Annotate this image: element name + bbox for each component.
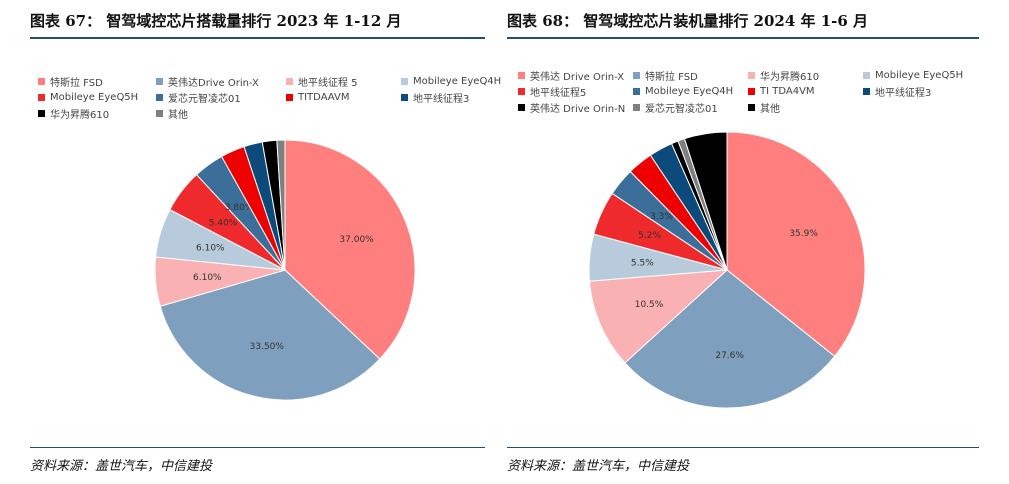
legend-item: 英伟达Drive Orin-X — [156, 74, 286, 89]
legend-label: Mobileye EyeQ5H — [50, 91, 139, 103]
legend-label: TI TDA4VM — [760, 85, 815, 97]
legend-item: 特斯拉 FSD — [38, 74, 156, 89]
legend-label: 英伟达 Drive Orin-X — [530, 71, 625, 83]
legend-label: 地平线征程3 — [413, 93, 470, 105]
figure-67-top-rule — [30, 37, 485, 39]
legend-item: 地平线征程5 — [518, 84, 633, 99]
legend-swatch — [38, 93, 45, 101]
legend-item: TITDAAVM — [286, 90, 401, 104]
legend-item: Mobileye EyeQ4H — [401, 74, 501, 88]
legend-swatch — [286, 93, 293, 101]
legend-swatch — [863, 71, 870, 79]
legend-swatch — [633, 87, 640, 95]
slice-data-label: 33.50% — [250, 342, 285, 352]
slice-data-label: 3.80% — [225, 203, 254, 213]
legend-item: Mobileye EyeQ5H — [38, 90, 156, 104]
legend-label: 英伟达 Drive Orin-N — [530, 103, 626, 115]
legend-label: Mobileye EyeQ4H — [413, 75, 502, 87]
pie-slice — [284, 139, 416, 360]
legend-item: 爱芯元智凌芯01 — [156, 90, 286, 105]
legend-label: 其他 — [168, 109, 188, 121]
legend-swatch — [518, 71, 525, 79]
legend-item: 英伟达 Drive Orin-N — [518, 100, 633, 115]
legend-item: 华为昇腾610 — [748, 68, 863, 83]
slice-data-label: 37.00% — [339, 235, 374, 245]
legend-label: Mobileye EyeQ4H — [645, 85, 734, 97]
legend-swatch — [156, 77, 163, 85]
legend-item: 爱芯元智凌芯01 — [633, 100, 748, 115]
legend-label: 特斯拉 FSD — [50, 77, 103, 89]
legend-label: 地平线征程5 — [530, 87, 587, 99]
legend-label: 爱芯元智凌芯01 — [168, 93, 241, 105]
legend-item: TI TDA4VM — [748, 84, 863, 98]
legend-label: 爱芯元智凌芯01 — [645, 103, 718, 115]
slice-data-label: 5.5% — [631, 258, 654, 268]
figure-67-legend: 特斯拉 FSD 英伟达Drive Orin-X 地平线征程 5 Mobileye Ey… — [38, 74, 501, 121]
slice-data-label: 6.10% — [196, 244, 225, 254]
legend-label: 华为昇腾610 — [760, 71, 820, 83]
legend-swatch — [863, 87, 870, 95]
legend-item: Mobileye EyeQ4H — [633, 84, 748, 98]
figure-68-pie-chart: 35.9% 27.6% 10.5% 5.5% 5.2% 3.3% — [588, 131, 866, 409]
figure-67-pie-chart: 37.00% 33.50% 6.10% 6.10% 5.40% 3.80% — [154, 139, 416, 401]
legend-swatch — [518, 103, 525, 111]
slice-data-label: 5.40% — [209, 219, 238, 229]
figure-67-bottom-rule — [30, 447, 485, 448]
legend-item: 地平线征程3 — [401, 90, 501, 105]
legend-swatch — [156, 93, 163, 101]
slice-data-label: 27.6% — [715, 351, 744, 361]
legend-swatch — [156, 109, 163, 117]
pie-slice — [726, 131, 866, 358]
slice-data-label: 3.3% — [650, 212, 673, 222]
legend-item: 地平线征程 5 — [286, 74, 401, 89]
legend-label: 其他 — [760, 103, 780, 115]
legend-label: 英伟达Drive Orin-X — [168, 77, 259, 89]
figure-68-panel: 图表 68： 智驾域控芯片装机量排行 2024 年 1-6 月 英伟达 Driv… — [492, 0, 1009, 484]
legend-swatch — [401, 77, 408, 85]
legend-swatch — [38, 109, 45, 117]
legend-swatch — [633, 71, 640, 79]
legend-swatch — [748, 71, 755, 79]
pie-slice — [683, 131, 728, 271]
figure-67-title: 图表 67： 智驾域控芯片搭载量排行 2023 年 1-12 月 — [30, 12, 402, 30]
legend-label: 特斯拉 FSD — [645, 71, 698, 83]
legend-swatch — [748, 103, 755, 111]
legend-swatch — [633, 103, 640, 111]
pie-slice — [624, 269, 836, 409]
figure-68-top-rule — [507, 37, 979, 39]
figure-68-bottom-rule — [507, 447, 979, 448]
slice-data-label: 6.10% — [193, 273, 222, 283]
legend-item: 华为昇腾610 — [38, 106, 156, 121]
legend-label: 华为昇腾610 — [50, 109, 110, 121]
slice-data-label: 35.9% — [789, 229, 818, 239]
legend-item: 地平线征程3 — [863, 84, 983, 99]
slice-data-label: 10.5% — [635, 300, 664, 310]
legend-item: 其他 — [156, 106, 286, 121]
pie-slice — [588, 269, 729, 364]
figure-67-source: 资料来源：盖世汽车，中信建投 — [30, 459, 213, 474]
legend-label: Mobileye EyeQ5H — [875, 69, 964, 81]
slice-data-label: 5.2% — [638, 231, 661, 241]
legend-label: 地平线征程3 — [875, 87, 932, 99]
pie-slice — [276, 139, 286, 271]
legend-item: 英伟达 Drive Orin-X — [518, 68, 633, 83]
legend-swatch — [286, 77, 293, 85]
legend-label: 地平线征程 5 — [298, 77, 358, 89]
legend-swatch — [401, 93, 408, 101]
figure-68-source: 资料来源：盖世汽车，中信建投 — [507, 459, 690, 474]
legend-swatch — [518, 87, 525, 95]
figure-68-legend: 英伟达 Drive Orin-X 特斯拉 FSD 华为昇腾610 Mobileye E… — [518, 68, 983, 115]
legend-label: TITDAAVM — [298, 91, 350, 103]
pie-slice — [159, 269, 381, 401]
figure-68-title: 图表 68： 智驾域控芯片装机量排行 2024 年 1-6 月 — [507, 12, 869, 30]
legend-swatch — [748, 87, 755, 95]
figure-67-panel: 图表 67： 智驾域控芯片搭载量排行 2023 年 1-12 月 特斯拉 FSD… — [0, 0, 501, 484]
legend-item: Mobileye EyeQ5H — [863, 68, 983, 82]
legend-swatch — [38, 77, 45, 85]
legend-item: 特斯拉 FSD — [633, 68, 748, 83]
legend-item: 其他 — [748, 100, 863, 115]
